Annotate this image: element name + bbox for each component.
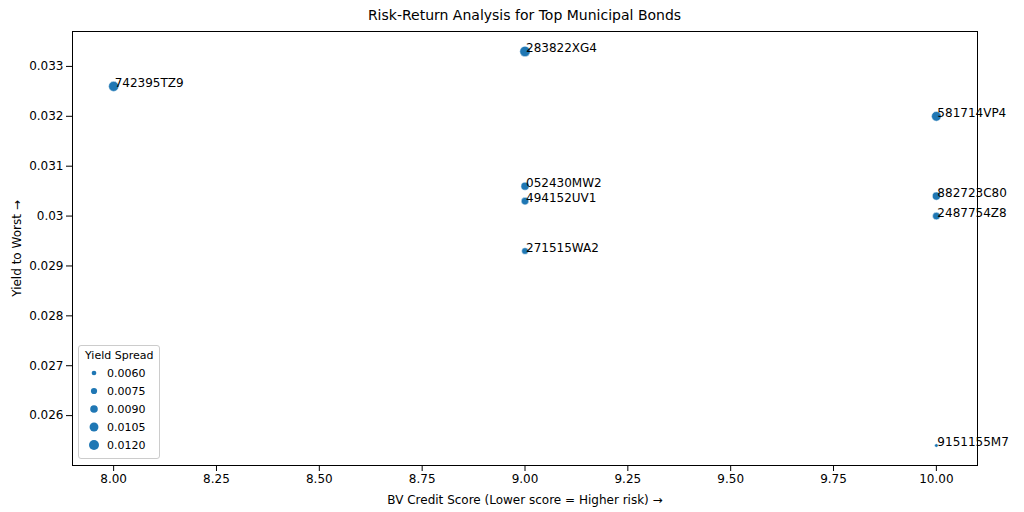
svg-text:8.00: 8.00	[100, 472, 127, 486]
svg-text:052430MW2: 052430MW2	[526, 176, 602, 190]
svg-text:0.032: 0.032	[29, 109, 63, 123]
svg-text:283822XG4: 283822XG4	[526, 41, 597, 55]
svg-text:8.25: 8.25	[203, 472, 230, 486]
svg-text:Yield to Worst →: Yield to Worst →	[10, 200, 24, 298]
svg-text:9.25: 9.25	[614, 472, 641, 486]
svg-text:9.00: 9.00	[512, 472, 539, 486]
svg-text:0.029: 0.029	[29, 259, 63, 273]
svg-text:742395TZ9: 742395TZ9	[115, 76, 184, 90]
svg-text:0.033: 0.033	[29, 59, 63, 73]
svg-text:9151155M7: 9151155M7	[937, 435, 1008, 449]
svg-text:494152UV1: 494152UV1	[526, 191, 596, 205]
html-text:0.0105: 0.0105	[107, 420, 146, 434]
svg-text:0.026: 0.026	[29, 408, 63, 422]
html-text:0.0060: 0.0060	[107, 366, 146, 380]
svg-text:2487754Z8: 2487754Z8	[937, 206, 1006, 220]
svg-text:271515WA2: 271515WA2	[526, 241, 599, 255]
svg-text:BV Credit Score (Lower score =: BV Credit Score (Lower score = Higher ri…	[387, 493, 662, 507]
html-text:0.0090: 0.0090	[107, 402, 146, 416]
svg-text:882723C80: 882723C80	[937, 186, 1006, 200]
svg-text:0.027: 0.027	[29, 359, 63, 373]
svg-text:8.50: 8.50	[306, 472, 333, 486]
html-text:0.0120: 0.0120	[107, 438, 146, 452]
svg-text:9.50: 9.50	[717, 472, 744, 486]
html-text:Yield Spread: Yield Spread	[85, 349, 154, 362]
svg-text:0.031: 0.031	[29, 159, 63, 173]
svg-text:8.75: 8.75	[409, 472, 436, 486]
svg-text:581714VP4: 581714VP4	[937, 106, 1006, 120]
svg-text:10.00: 10.00	[919, 472, 953, 486]
svg-text:0.03: 0.03	[37, 209, 64, 223]
html-text:Risk-Return Analysis for Top M: Risk-Return Analysis for Top Municipal B…	[367, 7, 682, 23]
html-text:0.0075: 0.0075	[107, 384, 146, 398]
svg-text:0.028: 0.028	[29, 309, 63, 323]
svg-text:9.75: 9.75	[820, 472, 847, 486]
